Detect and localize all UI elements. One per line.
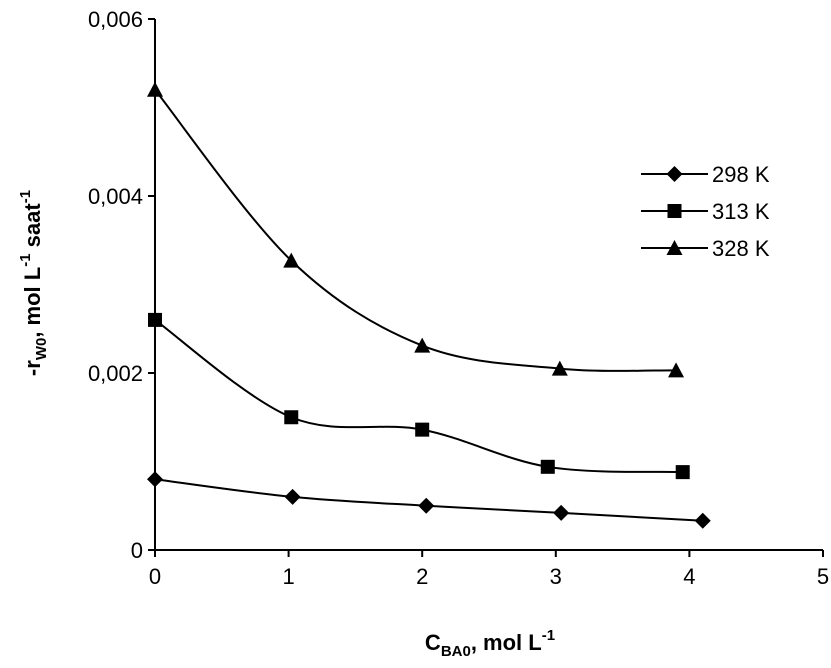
data-point-square [284, 410, 299, 425]
x-axis-title-sub: BA0 [441, 643, 471, 660]
y-axis-title-mid: , mol L [20, 267, 45, 338]
x-axis-title-sup: -1 [542, 627, 555, 644]
x-axis-title: CBA0, mol L-1 [425, 627, 555, 660]
data-point-triangle [668, 362, 685, 378]
y-axis-title: -rW0, mol L-1 saat-1 [17, 190, 50, 376]
data-point-square [148, 312, 162, 327]
legend-label: 298 K [712, 162, 770, 187]
series-line [154, 478, 703, 522]
y-axis-title-mid2: saat [20, 203, 45, 254]
series-square [148, 312, 690, 480]
legend-item: 313 K [641, 199, 770, 224]
data-point-diamond [147, 471, 163, 488]
x-axis-ticks: 0 1 2 3 4 5 [149, 550, 829, 589]
legend: 298 K 313 K 328 K [641, 162, 770, 261]
legend-marker-triangle [666, 240, 683, 255]
data-point-diamond [694, 512, 711, 529]
y-axis-title-sup1: -1 [17, 253, 34, 266]
series-layer [147, 81, 711, 529]
legend-label: 328 K [712, 236, 770, 261]
x-tick-label: 3 [550, 564, 562, 589]
data-point-square [675, 465, 690, 480]
y-axis-title-sub: W0 [33, 338, 50, 361]
data-point-diamond [553, 504, 570, 521]
x-tick-label: 5 [817, 564, 829, 589]
data-point-triangle [283, 252, 300, 268]
data-point-triangle [414, 337, 431, 353]
y-tick-label: 0 [131, 538, 143, 563]
data-point-triangle [147, 81, 163, 97]
data-point-diamond [418, 497, 435, 514]
y-axis-ticks: 0 0,002 0,004 0,006 [88, 7, 155, 563]
series-diamond [147, 471, 711, 529]
data-point-square [415, 422, 430, 437]
x-tick-label: 1 [282, 564, 294, 589]
legend-marker-square [667, 204, 682, 218]
y-tick-label: 0,002 [88, 361, 143, 386]
legend-label: 313 K [712, 199, 770, 224]
data-point-triangle [551, 360, 568, 376]
x-axis-title-rest: , mol L [471, 630, 542, 655]
y-tick-label: 0,006 [88, 7, 143, 32]
x-tick-label: 2 [416, 564, 428, 589]
y-tick-label: 0,004 [88, 184, 143, 209]
x-tick-label: 0 [149, 564, 161, 589]
x-axis-title-main: C [425, 630, 441, 655]
y-axis-title-pre: -r [20, 360, 45, 376]
data-point-square [540, 459, 555, 474]
legend-marker-diamond [666, 166, 683, 182]
series-line [154, 319, 683, 474]
series-line [154, 89, 677, 372]
x-tick-label: 4 [683, 564, 695, 589]
legend-item: 328 K [641, 236, 770, 261]
data-point-diamond [284, 488, 301, 505]
y-axis-title-sup2: -1 [17, 190, 34, 203]
legend-item: 298 K [641, 162, 770, 187]
axes [154, 19, 823, 551]
series-triangle [147, 81, 685, 378]
